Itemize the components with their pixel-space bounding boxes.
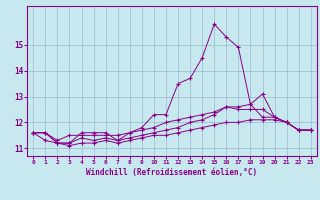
X-axis label: Windchill (Refroidissement éolien,°C): Windchill (Refroidissement éolien,°C) [86,168,258,177]
